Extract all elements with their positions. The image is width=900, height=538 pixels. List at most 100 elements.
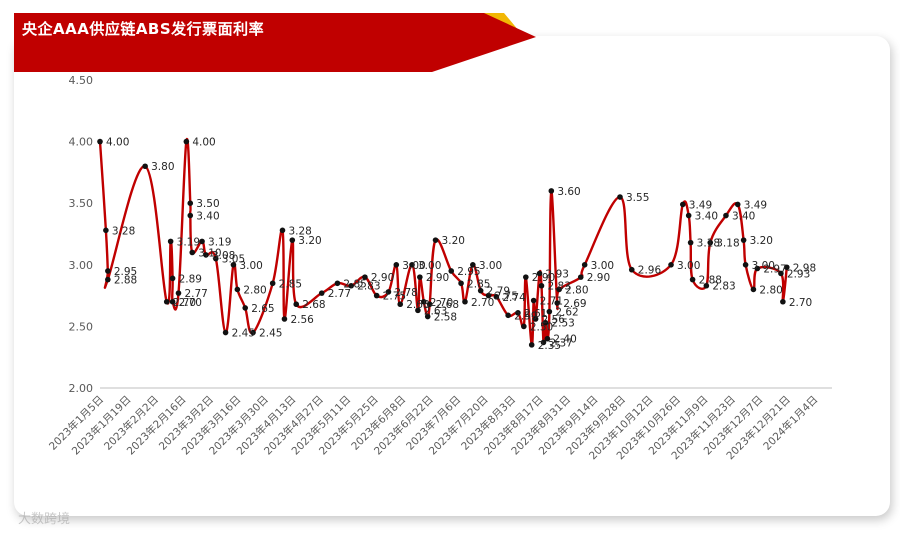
data-label: 3.40 bbox=[695, 211, 718, 223]
data-label: 2.70 bbox=[173, 297, 196, 309]
data-label: 3.19 bbox=[177, 236, 200, 248]
data-label: 4.00 bbox=[106, 137, 129, 149]
data-point bbox=[105, 276, 111, 283]
data-label: 3.20 bbox=[442, 235, 465, 247]
data-point bbox=[538, 282, 545, 289]
data-label: 2.70 bbox=[471, 297, 494, 309]
data-label: 3.00 bbox=[677, 260, 700, 272]
data-label: 2.77 bbox=[328, 288, 351, 300]
data-label: 2.90 bbox=[532, 272, 555, 284]
data-label: 3.00 bbox=[479, 260, 502, 272]
data-label: 2.79 bbox=[487, 286, 510, 298]
data-point bbox=[397, 301, 404, 308]
data-point bbox=[212, 255, 219, 262]
data-point bbox=[750, 286, 757, 293]
data-label: 2.85 bbox=[279, 278, 302, 290]
data-point bbox=[521, 323, 527, 330]
data-point bbox=[528, 342, 535, 348]
data-point bbox=[222, 329, 229, 336]
data-point bbox=[426, 301, 433, 308]
data-label: 2.65 bbox=[251, 303, 274, 315]
data-point bbox=[103, 227, 109, 234]
y-tick-label: 2.00 bbox=[69, 382, 94, 395]
series-group bbox=[97, 137, 790, 348]
data-point bbox=[628, 266, 635, 273]
data-point bbox=[175, 290, 182, 296]
data-point bbox=[393, 262, 400, 268]
data-point bbox=[142, 163, 148, 170]
data-point bbox=[448, 268, 455, 274]
data-label: 2.68 bbox=[406, 299, 429, 311]
data-label: 3.50 bbox=[196, 198, 219, 210]
data-label: 3.19 bbox=[208, 236, 231, 248]
data-label: 2.85 bbox=[343, 278, 366, 290]
data-label: 2.70 bbox=[430, 297, 453, 309]
data-label: 2.68 bbox=[436, 299, 459, 311]
data-label: 3.49 bbox=[744, 199, 767, 211]
data-point bbox=[187, 200, 194, 206]
data-label: 2.45 bbox=[232, 328, 255, 340]
data-label: 3.20 bbox=[750, 235, 773, 247]
data-point bbox=[554, 300, 561, 306]
data-point bbox=[203, 252, 209, 258]
data-label: 2.90 bbox=[587, 272, 610, 284]
data-point bbox=[542, 319, 549, 326]
data-point bbox=[470, 262, 476, 268]
data-label: 2.77 bbox=[184, 288, 207, 300]
data-label: 2.71 bbox=[540, 296, 563, 308]
data-label: 2.83 bbox=[712, 281, 735, 293]
data-point bbox=[754, 265, 761, 272]
data-label: 3.00 bbox=[591, 260, 614, 272]
data-point bbox=[169, 275, 176, 282]
data-label: 2.68 bbox=[302, 299, 325, 311]
data-label: 2.96 bbox=[638, 265, 662, 277]
data-point bbox=[679, 201, 686, 208]
data-point bbox=[783, 264, 790, 271]
data-point bbox=[385, 289, 392, 295]
data-point bbox=[293, 301, 300, 308]
data-label: 3.00 bbox=[418, 260, 441, 272]
data-point bbox=[169, 298, 176, 305]
data-point bbox=[505, 312, 511, 319]
data-point bbox=[458, 280, 464, 287]
data-point bbox=[687, 239, 694, 246]
data-point bbox=[420, 298, 427, 305]
data-label: 2.88 bbox=[114, 275, 137, 287]
y-tick-label: 2.50 bbox=[69, 320, 94, 333]
data-label: 2.78 bbox=[394, 287, 417, 299]
data-point bbox=[723, 212, 729, 219]
data-point bbox=[348, 282, 354, 289]
data-label: 3.40 bbox=[732, 211, 755, 223]
data-label: 3.28 bbox=[112, 225, 135, 237]
data-label: 3.20 bbox=[298, 235, 321, 247]
data-point bbox=[548, 188, 555, 194]
data-point bbox=[250, 329, 256, 336]
data-label: 3.18 bbox=[716, 238, 739, 250]
data-label: 2.93 bbox=[546, 268, 569, 280]
y-tick-label: 4.50 bbox=[69, 74, 94, 87]
data-label: 2.85 bbox=[467, 278, 490, 290]
data-label: 3.00 bbox=[402, 260, 425, 272]
data-label: 2.90 bbox=[426, 272, 449, 284]
data-point bbox=[523, 274, 529, 280]
data-label: 3.18 bbox=[697, 238, 720, 250]
data-point bbox=[334, 280, 341, 287]
data-label: 2.98 bbox=[793, 262, 816, 274]
data-labels-group: 4.003.282.952.883.802.703.192.892.702.77… bbox=[106, 137, 816, 352]
banner-red-shape bbox=[14, 13, 536, 72]
data-label: 2.70 bbox=[789, 297, 812, 309]
data-label: 4.00 bbox=[192, 137, 215, 149]
data-label: 2.80 bbox=[565, 284, 588, 296]
data-label: 2.75 bbox=[495, 291, 518, 303]
data-label: 3.28 bbox=[288, 225, 311, 237]
data-point bbox=[530, 297, 537, 304]
data-label: 3.55 bbox=[626, 192, 649, 204]
data-point bbox=[281, 316, 288, 322]
title-banner bbox=[14, 13, 536, 72]
data-point bbox=[230, 262, 237, 268]
data-label: 3.00 bbox=[239, 260, 262, 272]
data-label: 2.58 bbox=[434, 312, 457, 324]
data-point bbox=[318, 290, 325, 296]
data-point bbox=[189, 249, 196, 256]
